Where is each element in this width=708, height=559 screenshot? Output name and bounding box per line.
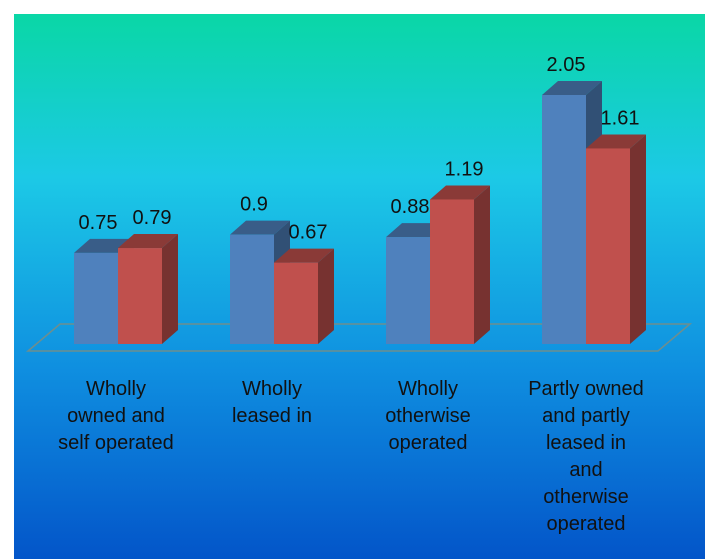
bar-side <box>474 185 490 344</box>
bar-front <box>74 252 118 344</box>
bar-top <box>230 220 290 235</box>
category-label-line: operated <box>389 432 468 454</box>
bar-side <box>630 134 646 344</box>
category-label-line: Wholly <box>242 378 302 400</box>
bar-top <box>586 134 646 149</box>
bar-top <box>118 234 178 249</box>
value-label-s2-c3: 1.19 <box>445 158 484 180</box>
bar-top <box>542 81 602 95</box>
bar-side <box>318 248 334 344</box>
bar-top <box>430 185 490 200</box>
bar-front <box>430 199 474 344</box>
bar-front <box>274 262 318 344</box>
bar-s2-c4 <box>586 134 646 344</box>
chart-floor <box>25 323 693 352</box>
bar-s2-c3 <box>430 185 490 344</box>
category-label-line: and partly <box>542 405 630 427</box>
bar-front <box>586 148 630 344</box>
category-label-line: Wholly <box>398 378 458 400</box>
bar-side <box>162 234 178 344</box>
category-label-line: otherwise <box>543 486 629 508</box>
bar-top <box>274 248 334 263</box>
value-label-s2-c1: 0.79 <box>133 207 172 229</box>
value-labels-layer: 0.75 0.79 0.9 0.67 0.88 1.19 2.05 1.61 <box>79 54 640 244</box>
bar-s2-c2 <box>274 248 334 344</box>
category-labels-layer: Wholly owned and self operated Wholly leased… <box>58 378 644 535</box>
bars-layer <box>74 81 646 344</box>
bar-s2-c1 <box>118 234 178 344</box>
category-label-3: Wholly otherwise operated <box>385 378 471 454</box>
category-label-line: leased in <box>232 405 312 427</box>
category-label-line: otherwise <box>385 405 471 427</box>
value-label-s1-c2: 0.9 <box>240 194 268 216</box>
chart-area: 0.75 0.79 0.9 0.67 0.88 1.19 2.05 1.61 Wholly ow… <box>14 14 705 559</box>
bar-front <box>118 248 162 344</box>
bar-front <box>386 237 430 344</box>
value-label-s2-c4: 1.61 <box>601 107 640 129</box>
category-label-4: Partly owned and partly leased in and otherw… <box>528 378 644 535</box>
value-label-s1-c3: 0.88 <box>391 196 430 218</box>
category-label-line: and <box>569 459 602 481</box>
category-label-line: Wholly <box>86 378 146 400</box>
value-label-s1-c4: 2.05 <box>547 54 586 76</box>
category-label-line: operated <box>547 513 626 535</box>
value-label-s2-c2: 0.67 <box>289 222 328 244</box>
category-label-2: Wholly leased in <box>232 378 312 427</box>
category-label-1: Wholly owned and self operated <box>58 378 174 454</box>
bar-front <box>230 234 274 344</box>
category-label-line: Partly owned <box>528 378 644 400</box>
category-label-line: owned and <box>67 405 165 427</box>
category-label-line: leased in <box>546 432 626 454</box>
bar-chart: 0.75 0.79 0.9 0.67 0.88 1.19 2.05 1.61 Wholly ow… <box>14 14 705 559</box>
bar-front <box>542 95 586 344</box>
category-label-line: self operated <box>58 432 174 454</box>
value-label-s1-c1: 0.75 <box>79 212 118 234</box>
